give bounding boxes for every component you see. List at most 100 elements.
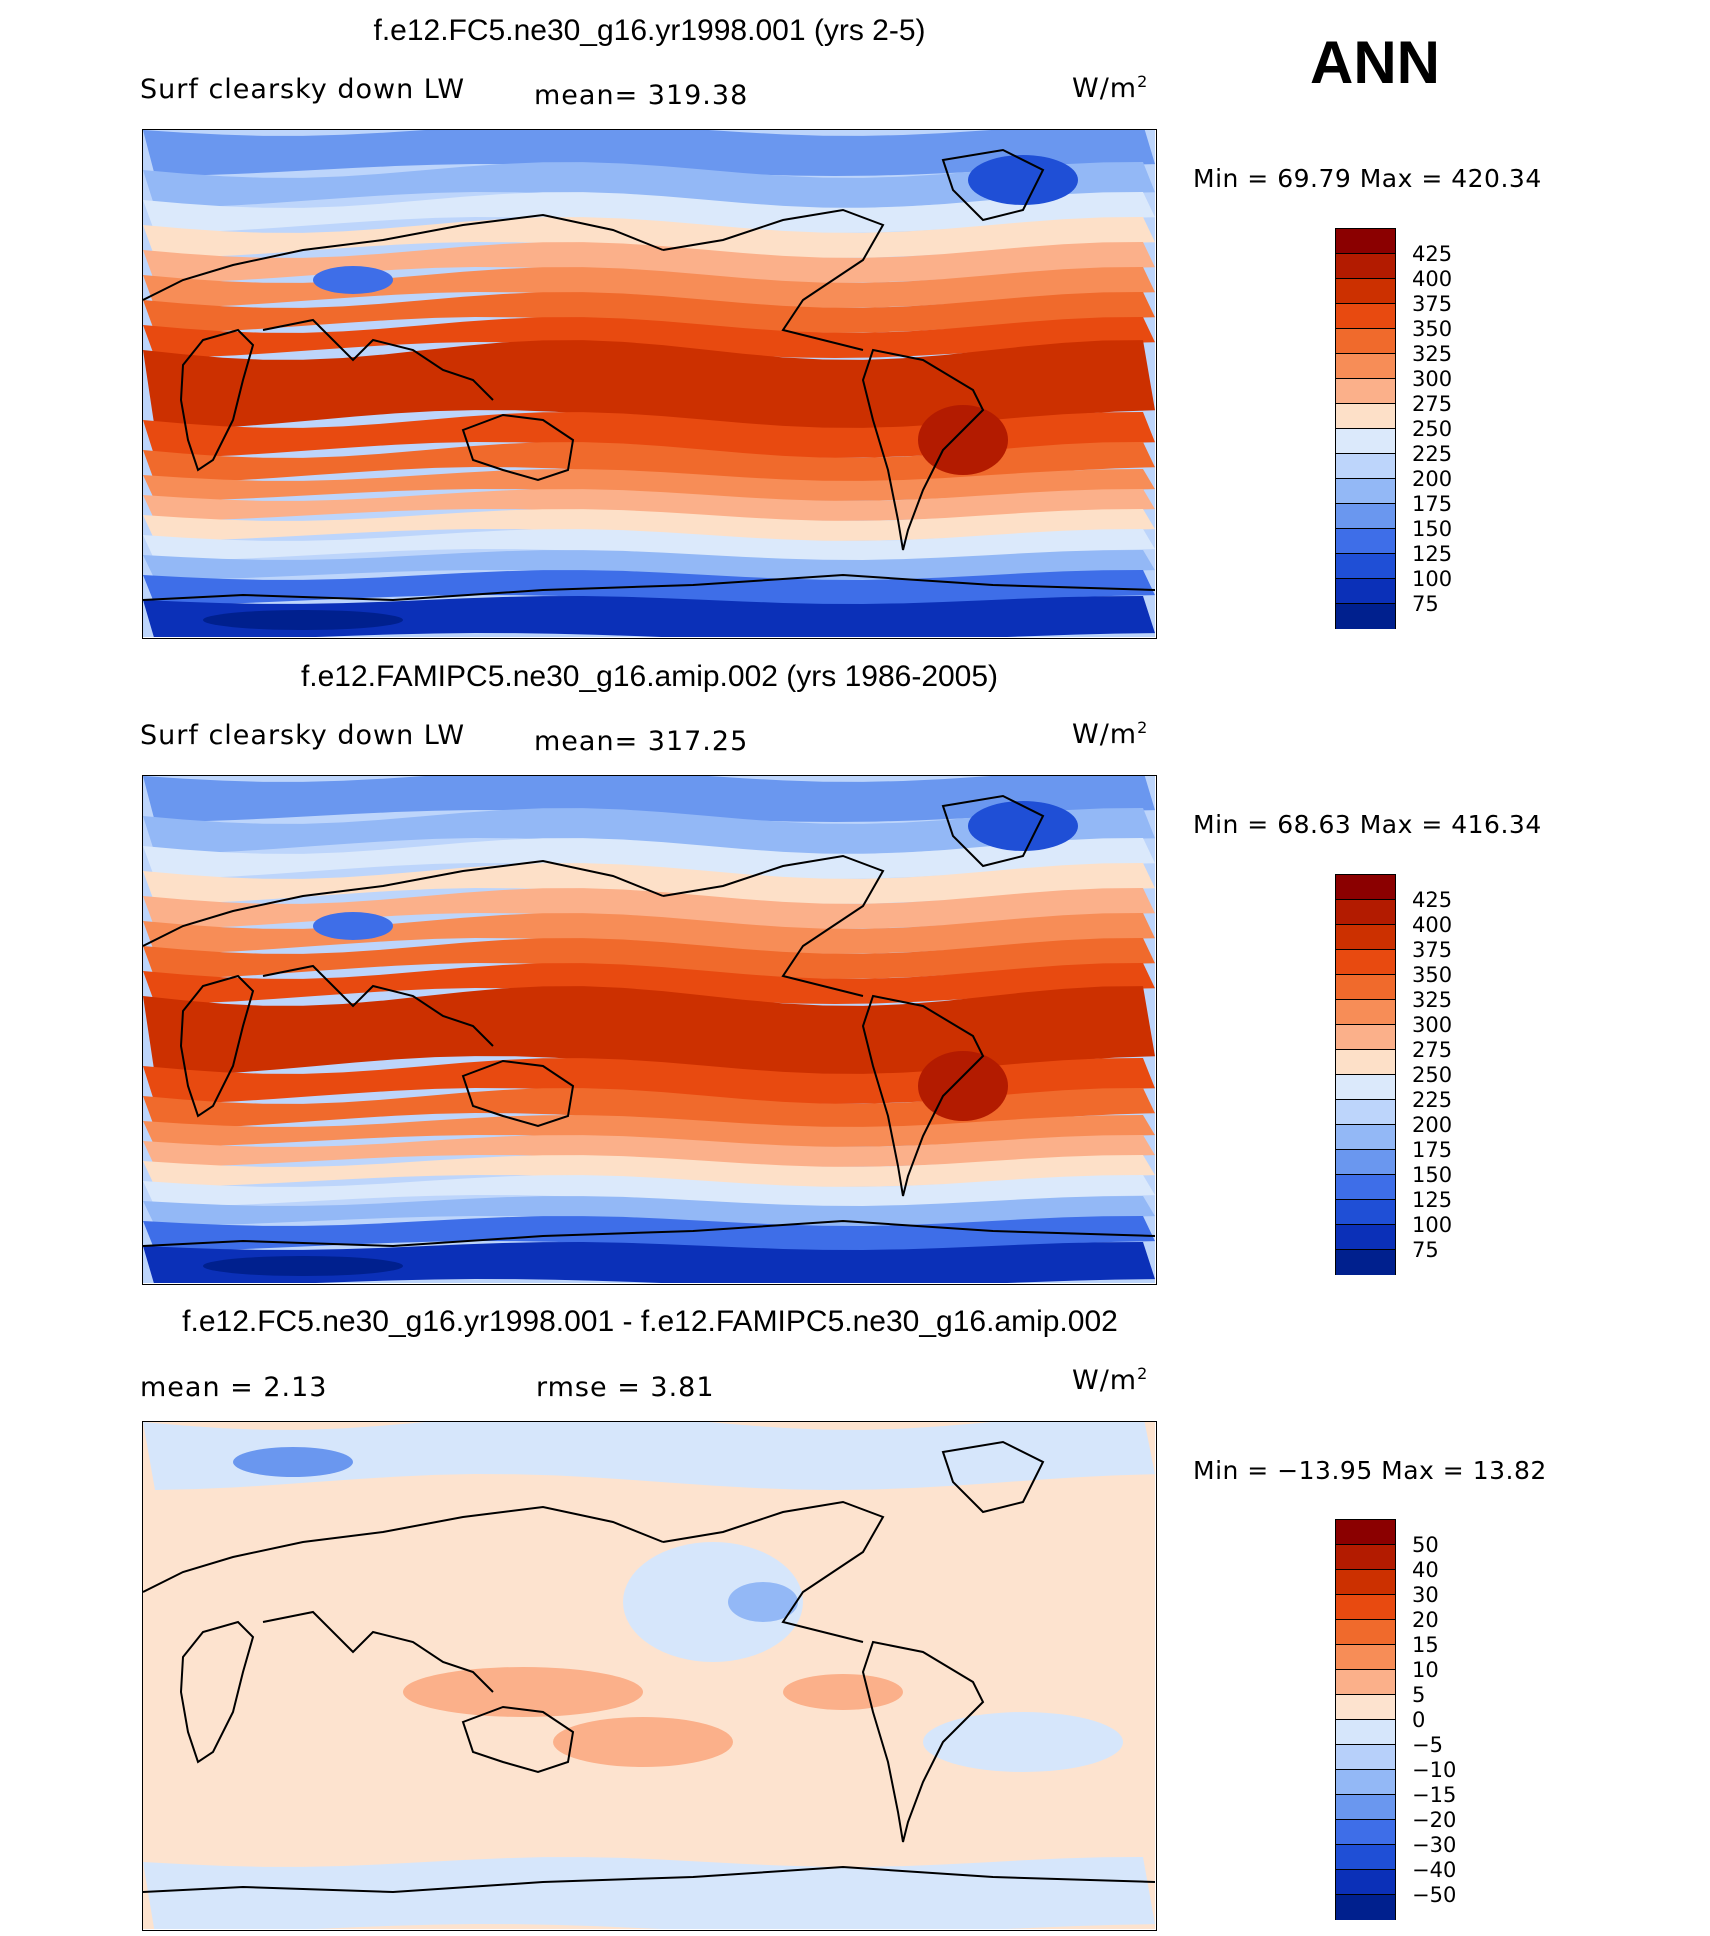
colorbar-swatch (1336, 329, 1395, 354)
colorbar-swatch (1336, 925, 1395, 950)
colorbar-swatch (1336, 1770, 1395, 1795)
colorbar-tick-label: 425 (1412, 242, 1453, 266)
colorbar-swatch (1336, 1520, 1395, 1545)
colorbar-swatch (1336, 279, 1395, 304)
panel-3-rmse-label: rmse = 3.81 (536, 1372, 715, 1403)
colorbar-swatch (1336, 1795, 1395, 1820)
colorbar-tick-label: 150 (1412, 517, 1453, 541)
colorbar-swatch (1336, 950, 1395, 975)
colorbar-tick-label: 325 (1412, 988, 1453, 1012)
colorbar-swatch (1336, 229, 1395, 254)
panel-2-minmax: Min = 68.63 Max = 416.34 (1193, 810, 1542, 839)
colorbar-swatch (1336, 1595, 1395, 1620)
panel-3-title: f.e12.FC5.ne30_g16.yr1998.001 - f.e12.FA… (182, 1305, 1118, 1338)
panel-1-title: f.e12.FC5.ne30_g16.yr1998.001 (yrs 2-5) (373, 14, 926, 47)
colorbar-swatch (1336, 1570, 1395, 1595)
colorbar-swatch (1336, 1695, 1395, 1720)
colorbar-swatch (1336, 579, 1395, 604)
colorbar-tick-label: 0 (1412, 1708, 1426, 1732)
colorbar-tick-label: 350 (1412, 963, 1453, 987)
colorbar-tick-label: 40 (1412, 1558, 1439, 1582)
colorbar-swatch (1336, 875, 1395, 900)
colorbar-swatch (1336, 354, 1395, 379)
colorbar-tick-label: 200 (1412, 1113, 1453, 1137)
colorbar-swatch (1336, 529, 1395, 554)
colorbar-swatch (1336, 1545, 1395, 1570)
panel-1-mean-label: mean= 319.38 (534, 80, 749, 111)
colorbar-tick-label: 225 (1412, 1088, 1453, 1112)
panel-3-units: W/m2 (1072, 1364, 1149, 1396)
colorbar-tick-label: −30 (1412, 1833, 1457, 1857)
colorbar-swatch (1336, 1620, 1395, 1645)
colorbar-tick-label: 175 (1412, 492, 1453, 516)
colorbar-tick-label: 250 (1412, 1063, 1453, 1087)
colorbar-tick-label: 75 (1412, 592, 1439, 616)
colorbar-swatch (1336, 404, 1395, 429)
colorbar-swatch (1336, 1720, 1395, 1745)
colorbar-swatch (1336, 1745, 1395, 1770)
colorbar-tick-label: 400 (1412, 267, 1453, 291)
colorbar-swatch (1336, 1125, 1395, 1150)
colorbar-swatch (1336, 479, 1395, 504)
colorbar-swatch (1336, 1870, 1395, 1895)
panel-1-colorbar (1335, 228, 1396, 629)
colorbar-tick-label: −40 (1412, 1858, 1457, 1882)
colorbar-tick-label: 225 (1412, 442, 1453, 466)
colorbar-tick-label: 250 (1412, 417, 1453, 441)
colorbar-swatch (1336, 1075, 1395, 1100)
colorbar-tick-label: 75 (1412, 1238, 1439, 1262)
panel-3-map (142, 1421, 1157, 1931)
colorbar-tick-label: 350 (1412, 317, 1453, 341)
colorbar-swatch (1336, 1645, 1395, 1670)
panel-2-mean-label: mean= 317.25 (534, 726, 749, 757)
colorbar-tick-label: 125 (1412, 1188, 1453, 1212)
colorbar-swatch (1336, 1050, 1395, 1075)
panel-2-map (142, 775, 1157, 1285)
colorbar-swatch (1336, 1820, 1395, 1845)
colorbar-swatch (1336, 1895, 1395, 1920)
panel-1-variable-label: Surf clearsky down LW (140, 74, 466, 105)
colorbar-tick-label: 30 (1412, 1583, 1439, 1607)
colorbar-swatch (1336, 900, 1395, 925)
colorbar-tick-label: −5 (1412, 1733, 1443, 1757)
colorbar-swatch (1336, 379, 1395, 404)
colorbar-tick-label: 125 (1412, 542, 1453, 566)
colorbar-swatch (1336, 1000, 1395, 1025)
colorbar-tick-label: 425 (1412, 888, 1453, 912)
colorbar-swatch (1336, 429, 1395, 454)
colorbar-swatch (1336, 454, 1395, 479)
colorbar-swatch (1336, 604, 1395, 629)
colorbar-swatch (1336, 1025, 1395, 1050)
panel-1-minmax: Min = 69.79 Max = 420.34 (1193, 164, 1542, 193)
colorbar-tick-label: 50 (1412, 1533, 1439, 1557)
season-label: ANN (1310, 29, 1440, 96)
colorbar-swatch (1336, 1845, 1395, 1870)
panel-3-colorbar (1335, 1519, 1396, 1920)
colorbar-tick-label: 20 (1412, 1608, 1439, 1632)
colorbar-swatch (1336, 975, 1395, 1000)
panel-1-units: W/m2 (1072, 72, 1149, 104)
colorbar-tick-label: −15 (1412, 1783, 1457, 1807)
colorbar-tick-label: 400 (1412, 913, 1453, 937)
colorbar-swatch (1336, 304, 1395, 329)
colorbar-tick-label: 100 (1412, 567, 1453, 591)
colorbar-swatch (1336, 504, 1395, 529)
colorbar-swatch (1336, 1175, 1395, 1200)
colorbar-swatch (1336, 254, 1395, 279)
colorbar-tick-label: 325 (1412, 342, 1453, 366)
colorbar-tick-label: 375 (1412, 938, 1453, 962)
panel-1-map (142, 129, 1157, 639)
colorbar-swatch (1336, 1200, 1395, 1225)
colorbar-tick-label: 150 (1412, 1163, 1453, 1187)
colorbar-tick-label: −20 (1412, 1808, 1457, 1832)
colorbar-swatch (1336, 1250, 1395, 1275)
panel-2-variable-label: Surf clearsky down LW (140, 720, 466, 751)
panel-2-title: f.e12.FAMIPC5.ne30_g16.amip.002 (yrs 198… (300, 660, 999, 693)
colorbar-tick-label: 300 (1412, 1013, 1453, 1037)
colorbar-tick-label: 10 (1412, 1658, 1439, 1682)
colorbar-tick-label: 100 (1412, 1213, 1453, 1237)
colorbar-tick-label: 275 (1412, 1038, 1453, 1062)
colorbar-tick-label: 15 (1412, 1633, 1439, 1657)
colorbar-tick-label: 275 (1412, 392, 1453, 416)
colorbar-swatch (1336, 1100, 1395, 1125)
